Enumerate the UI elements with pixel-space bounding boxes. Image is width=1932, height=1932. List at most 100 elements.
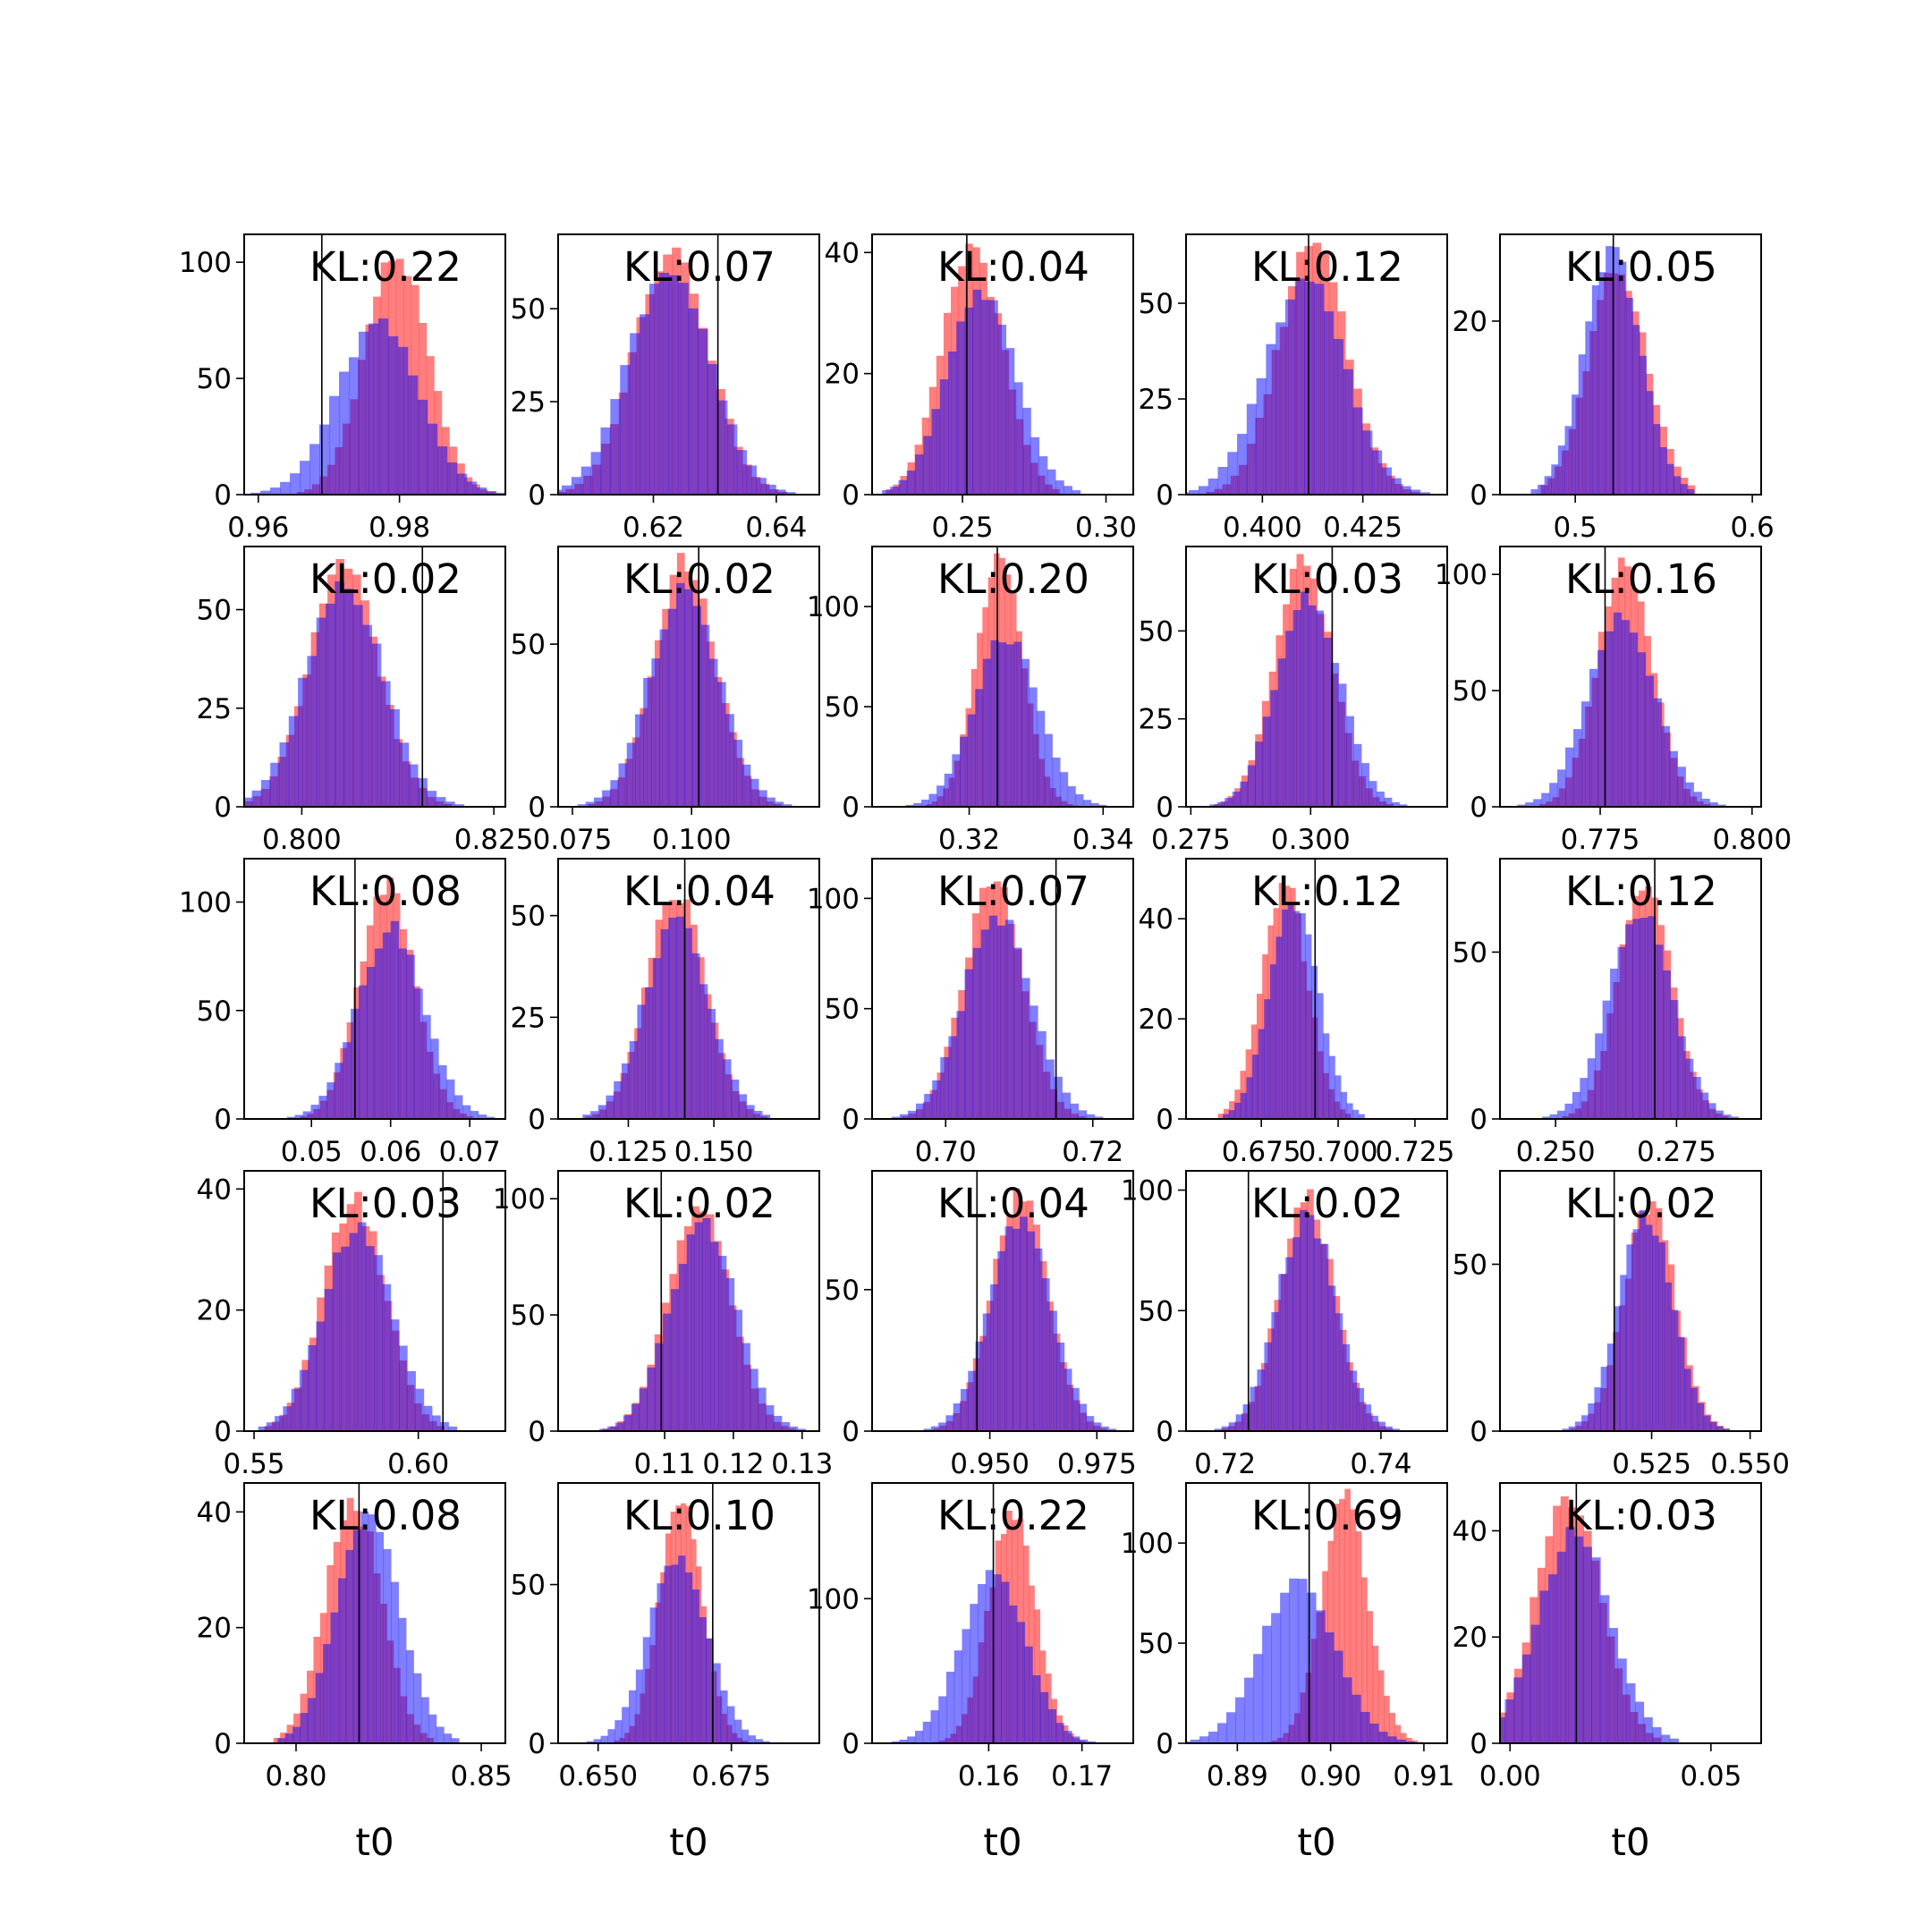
blue-histogram-bar bbox=[1533, 799, 1542, 807]
x-tick-label: 0.74 bbox=[1350, 1448, 1411, 1480]
blue-histogram-bar bbox=[939, 379, 949, 495]
y-tick-label: 0 bbox=[842, 1104, 860, 1136]
blue-histogram-bar bbox=[639, 1388, 648, 1431]
blue-histogram-bar bbox=[1685, 782, 1694, 807]
blue-histogram-bar bbox=[614, 1080, 623, 1119]
histogram-bars bbox=[1530, 246, 1696, 495]
blue-histogram-bar bbox=[944, 773, 953, 807]
axes-frame bbox=[1499, 546, 1762, 808]
blue-histogram-bar bbox=[1289, 1578, 1299, 1743]
y-tick-label: 25 bbox=[511, 1002, 546, 1034]
x-tick-label: 0.89 bbox=[1207, 1760, 1268, 1792]
x-tick-label: 0.16 bbox=[958, 1760, 1020, 1792]
y-tick-label: 40 bbox=[1453, 1515, 1487, 1547]
blue-histogram-bar bbox=[1564, 426, 1572, 495]
blue-histogram-bar bbox=[430, 1038, 439, 1119]
blue-histogram-bar bbox=[1581, 701, 1590, 807]
blue-histogram-bar bbox=[1731, 1116, 1739, 1119]
blue-histogram-bar bbox=[1671, 1309, 1679, 1431]
blue-histogram-bar bbox=[738, 1094, 747, 1119]
blue-histogram-bar bbox=[275, 1416, 284, 1431]
blue-histogram-bar bbox=[1612, 247, 1620, 495]
blue-histogram-bar bbox=[766, 1405, 775, 1431]
blue-histogram-bar bbox=[614, 1422, 624, 1431]
x-tick-label: 0.25 bbox=[932, 512, 994, 544]
blue-histogram-bar bbox=[399, 742, 410, 807]
blue-histogram-bar bbox=[1063, 1731, 1072, 1743]
blue-histogram-bar bbox=[928, 793, 937, 807]
x-tick-label: 0.55 bbox=[224, 1448, 285, 1480]
blue-histogram-bar bbox=[1216, 801, 1225, 807]
x-tick-label: 0.85 bbox=[451, 1760, 513, 1792]
blue-histogram-bar bbox=[345, 1549, 354, 1743]
blue-histogram-bar bbox=[597, 1105, 606, 1119]
x-axis-label: t0 bbox=[1611, 1820, 1649, 1864]
blue-histogram-bar bbox=[466, 481, 478, 495]
blue-histogram-bar bbox=[664, 1565, 672, 1743]
blue-histogram-bar bbox=[1300, 1209, 1308, 1431]
blue-histogram-bar bbox=[1613, 612, 1623, 807]
x-tick-label: 0.13 bbox=[771, 1448, 833, 1480]
x-tick-label: 0.05 bbox=[281, 1136, 343, 1168]
blue-histogram-bar bbox=[1275, 936, 1283, 1119]
blue-histogram-bar bbox=[635, 1669, 644, 1743]
blue-histogram-bar bbox=[637, 1004, 646, 1119]
blue-histogram-bar bbox=[678, 283, 689, 495]
y-tick-label: 50 bbox=[1139, 615, 1174, 648]
blue-histogram-bar bbox=[445, 801, 455, 807]
blue-histogram-bar bbox=[1040, 1691, 1049, 1743]
blue-histogram-bar bbox=[1294, 278, 1305, 495]
red-histogram-bar bbox=[1406, 1738, 1412, 1743]
blue-histogram-bar bbox=[310, 1105, 319, 1119]
blue-histogram-bar bbox=[970, 1604, 979, 1743]
kl-annotation: KL:0.20 bbox=[937, 555, 1089, 603]
blue-histogram-bar bbox=[446, 1079, 455, 1119]
blue-histogram-bar bbox=[1005, 348, 1015, 495]
blue-histogram-bar bbox=[1562, 1428, 1570, 1431]
blue-histogram-bar bbox=[907, 1110, 917, 1119]
blue-histogram-bar bbox=[946, 1672, 955, 1743]
blue-histogram-bar bbox=[1387, 1736, 1397, 1743]
x-tick-label: 0.05 bbox=[1680, 1760, 1741, 1792]
blue-histogram-bar bbox=[1707, 1103, 1716, 1119]
blue-histogram-bar bbox=[1370, 1415, 1378, 1431]
blue-histogram-bar bbox=[1500, 1717, 1505, 1743]
blue-histogram-bar bbox=[359, 985, 368, 1119]
blue-histogram-bar bbox=[1572, 1091, 1580, 1119]
blue-histogram-bar bbox=[251, 790, 262, 807]
blue-histogram-bar bbox=[882, 490, 891, 495]
x-tick-label: 0.150 bbox=[674, 1136, 754, 1168]
blue-histogram-bar bbox=[668, 275, 679, 495]
y-tick-label: 40 bbox=[1139, 903, 1174, 936]
blue-histogram-bar bbox=[1349, 1370, 1358, 1431]
y-tick-label: 100 bbox=[1121, 1528, 1174, 1560]
axes-frame bbox=[243, 1482, 506, 1744]
blue-histogram-bar bbox=[978, 1584, 987, 1743]
blue-histogram-bar bbox=[1362, 430, 1373, 495]
blue-histogram-bar bbox=[1325, 1631, 1335, 1743]
histogram-bars bbox=[273, 1497, 460, 1743]
blue-histogram-bar bbox=[1692, 1076, 1701, 1119]
blue-histogram-bar bbox=[1557, 445, 1565, 495]
y-tick-label: 0 bbox=[1470, 792, 1487, 824]
blue-histogram-bar bbox=[343, 589, 354, 807]
histogram-bars bbox=[923, 1188, 1117, 1431]
blue-histogram-bar bbox=[1086, 1416, 1095, 1431]
blue-histogram-bar bbox=[436, 1726, 445, 1743]
blue-histogram-bar bbox=[1378, 1732, 1388, 1743]
blue-histogram-bar bbox=[309, 444, 320, 495]
blue-histogram-bar bbox=[1661, 725, 1670, 807]
blue-histogram-bar bbox=[683, 928, 692, 1119]
blue-histogram-bar bbox=[1021, 658, 1030, 807]
blue-histogram-bar bbox=[688, 308, 699, 495]
x-tick-label: 0.72 bbox=[1194, 1448, 1256, 1480]
blue-histogram-bar bbox=[1032, 1675, 1041, 1743]
blue-histogram-bar bbox=[956, 321, 965, 495]
blue-histogram-bar bbox=[725, 1277, 735, 1431]
histogram-bars bbox=[558, 247, 796, 495]
red-histogram-bar bbox=[280, 1733, 288, 1743]
blue-histogram-bar bbox=[1684, 1368, 1691, 1431]
axes-frame bbox=[1185, 858, 1448, 1120]
histogram-bars bbox=[891, 881, 1104, 1119]
blue-histogram-bar bbox=[1255, 741, 1264, 807]
